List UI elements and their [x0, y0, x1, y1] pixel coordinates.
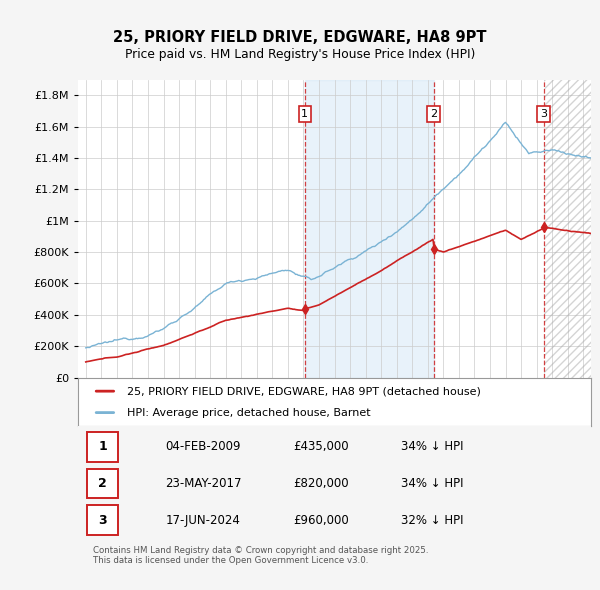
Text: HPI: Average price, detached house, Barnet: HPI: Average price, detached house, Barn…: [127, 408, 370, 418]
Text: £960,000: £960,000: [293, 514, 349, 527]
Text: £820,000: £820,000: [293, 477, 349, 490]
FancyBboxPatch shape: [87, 432, 118, 462]
Text: 2: 2: [98, 477, 107, 490]
Text: 32% ↓ HPI: 32% ↓ HPI: [401, 514, 464, 527]
Text: Contains HM Land Registry data © Crown copyright and database right 2025.
This d: Contains HM Land Registry data © Crown c…: [94, 546, 429, 565]
Text: 17-JUN-2024: 17-JUN-2024: [165, 514, 240, 527]
Text: 3: 3: [540, 109, 547, 119]
Text: 2: 2: [430, 109, 437, 119]
Bar: [544, 80, 591, 378]
Bar: [305, 80, 434, 378]
Text: 1: 1: [98, 440, 107, 453]
Text: 34% ↓ HPI: 34% ↓ HPI: [401, 477, 464, 490]
Text: 1: 1: [301, 109, 308, 119]
Bar: [544, 80, 591, 378]
Text: 04-FEB-2009: 04-FEB-2009: [165, 440, 241, 453]
Text: 23-MAY-2017: 23-MAY-2017: [165, 477, 242, 490]
FancyBboxPatch shape: [87, 505, 118, 535]
Text: 3: 3: [98, 514, 107, 527]
Text: 34% ↓ HPI: 34% ↓ HPI: [401, 440, 464, 453]
Text: Price paid vs. HM Land Registry's House Price Index (HPI): Price paid vs. HM Land Registry's House …: [125, 48, 475, 61]
FancyBboxPatch shape: [87, 468, 118, 499]
Text: 25, PRIORY FIELD DRIVE, EDGWARE, HA8 9PT: 25, PRIORY FIELD DRIVE, EDGWARE, HA8 9PT: [113, 30, 487, 44]
Text: £435,000: £435,000: [293, 440, 349, 453]
Text: 25, PRIORY FIELD DRIVE, EDGWARE, HA8 9PT (detached house): 25, PRIORY FIELD DRIVE, EDGWARE, HA8 9PT…: [127, 386, 481, 396]
